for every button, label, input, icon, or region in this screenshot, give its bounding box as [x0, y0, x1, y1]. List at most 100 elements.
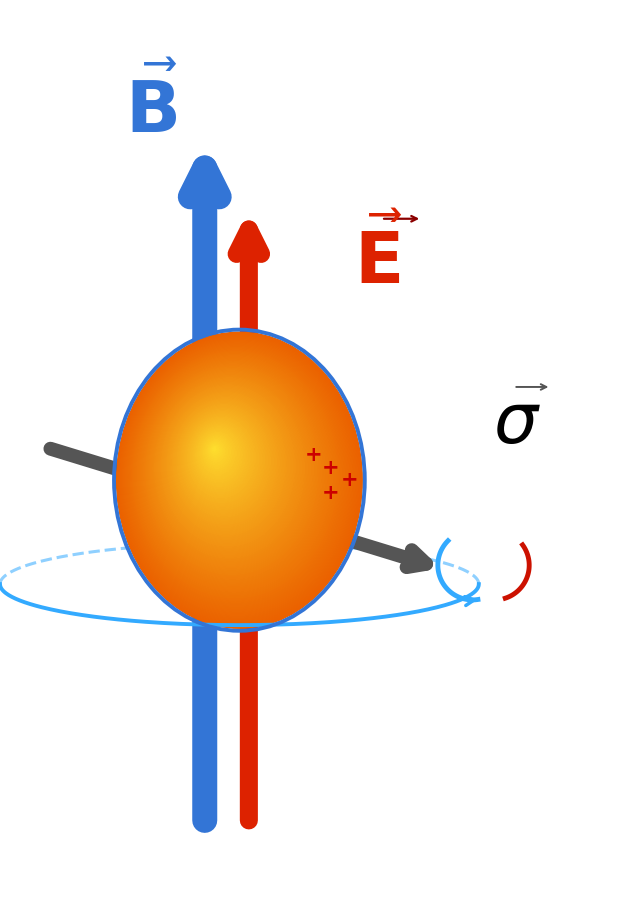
Ellipse shape [209, 443, 222, 458]
Ellipse shape [118, 335, 359, 624]
Ellipse shape [134, 353, 336, 596]
Ellipse shape [120, 336, 358, 622]
Ellipse shape [171, 398, 279, 528]
Ellipse shape [213, 448, 215, 450]
Ellipse shape [145, 366, 319, 576]
Ellipse shape [139, 359, 328, 587]
Ellipse shape [161, 385, 295, 548]
Ellipse shape [204, 437, 229, 467]
Ellipse shape [198, 430, 238, 478]
Ellipse shape [129, 346, 345, 607]
Ellipse shape [150, 372, 312, 567]
Ellipse shape [203, 436, 231, 469]
Ellipse shape [130, 349, 341, 603]
Ellipse shape [200, 432, 235, 474]
Ellipse shape [189, 419, 253, 495]
Ellipse shape [129, 348, 343, 605]
Text: +: + [322, 458, 340, 478]
Ellipse shape [152, 375, 307, 561]
Ellipse shape [144, 365, 321, 578]
Ellipse shape [175, 402, 273, 521]
Ellipse shape [198, 429, 239, 480]
Ellipse shape [196, 427, 243, 483]
Ellipse shape [165, 390, 288, 539]
Ellipse shape [149, 370, 313, 569]
Ellipse shape [202, 433, 234, 472]
Ellipse shape [200, 431, 236, 476]
Ellipse shape [185, 414, 259, 502]
Ellipse shape [136, 356, 333, 592]
Ellipse shape [168, 394, 284, 533]
Ellipse shape [132, 350, 338, 600]
Ellipse shape [152, 374, 309, 563]
Text: +: + [322, 483, 340, 503]
Ellipse shape [170, 396, 281, 530]
Ellipse shape [174, 401, 275, 522]
Ellipse shape [118, 333, 361, 626]
Ellipse shape [158, 381, 300, 553]
Ellipse shape [202, 435, 232, 470]
Ellipse shape [190, 420, 251, 493]
Ellipse shape [133, 352, 337, 598]
Ellipse shape [210, 444, 220, 456]
Ellipse shape [163, 388, 291, 542]
Ellipse shape [207, 440, 226, 463]
Ellipse shape [127, 345, 346, 609]
Ellipse shape [122, 339, 353, 618]
Ellipse shape [143, 364, 323, 580]
Ellipse shape [151, 373, 311, 565]
Ellipse shape [122, 338, 355, 620]
Ellipse shape [183, 411, 261, 506]
Ellipse shape [195, 425, 244, 485]
Ellipse shape [177, 404, 270, 517]
Text: $\vec{\mathbf{B}}$: $\vec{\mathbf{B}}$ [125, 69, 178, 148]
Ellipse shape [193, 423, 247, 488]
Ellipse shape [205, 439, 227, 465]
Ellipse shape [184, 412, 260, 504]
Ellipse shape [169, 395, 282, 531]
Ellipse shape [197, 428, 241, 481]
Ellipse shape [146, 367, 318, 574]
Ellipse shape [187, 416, 256, 499]
Ellipse shape [140, 360, 327, 585]
Ellipse shape [192, 422, 248, 490]
Ellipse shape [164, 389, 290, 541]
Ellipse shape [137, 357, 331, 591]
Ellipse shape [193, 424, 245, 487]
Ellipse shape [188, 417, 254, 497]
Ellipse shape [172, 399, 278, 526]
Ellipse shape [142, 362, 324, 581]
Ellipse shape [209, 441, 223, 460]
Ellipse shape [135, 354, 334, 594]
Ellipse shape [178, 406, 269, 515]
Ellipse shape [159, 382, 299, 551]
Ellipse shape [166, 391, 287, 537]
Ellipse shape [120, 337, 357, 621]
Text: $\sigma$: $\sigma$ [493, 390, 541, 457]
Ellipse shape [148, 369, 315, 571]
Ellipse shape [138, 358, 329, 589]
Ellipse shape [191, 420, 249, 491]
Ellipse shape [154, 377, 306, 560]
Ellipse shape [181, 410, 265, 510]
Text: $\vec{\mathbf{E}}$: $\vec{\mathbf{E}}$ [354, 220, 402, 299]
Ellipse shape [212, 447, 217, 452]
Ellipse shape [141, 361, 325, 583]
Ellipse shape [161, 386, 294, 546]
Ellipse shape [125, 343, 349, 612]
Ellipse shape [176, 403, 272, 519]
Ellipse shape [173, 399, 277, 524]
Ellipse shape [131, 349, 340, 602]
Ellipse shape [123, 340, 352, 616]
Ellipse shape [179, 407, 268, 513]
Ellipse shape [180, 408, 266, 511]
Ellipse shape [124, 341, 350, 614]
Ellipse shape [117, 332, 362, 628]
Ellipse shape [168, 393, 285, 535]
Text: +: + [305, 445, 323, 465]
Ellipse shape [186, 415, 257, 501]
Ellipse shape [154, 378, 304, 558]
Text: +: + [341, 470, 358, 490]
Ellipse shape [156, 379, 303, 556]
Ellipse shape [159, 383, 297, 550]
